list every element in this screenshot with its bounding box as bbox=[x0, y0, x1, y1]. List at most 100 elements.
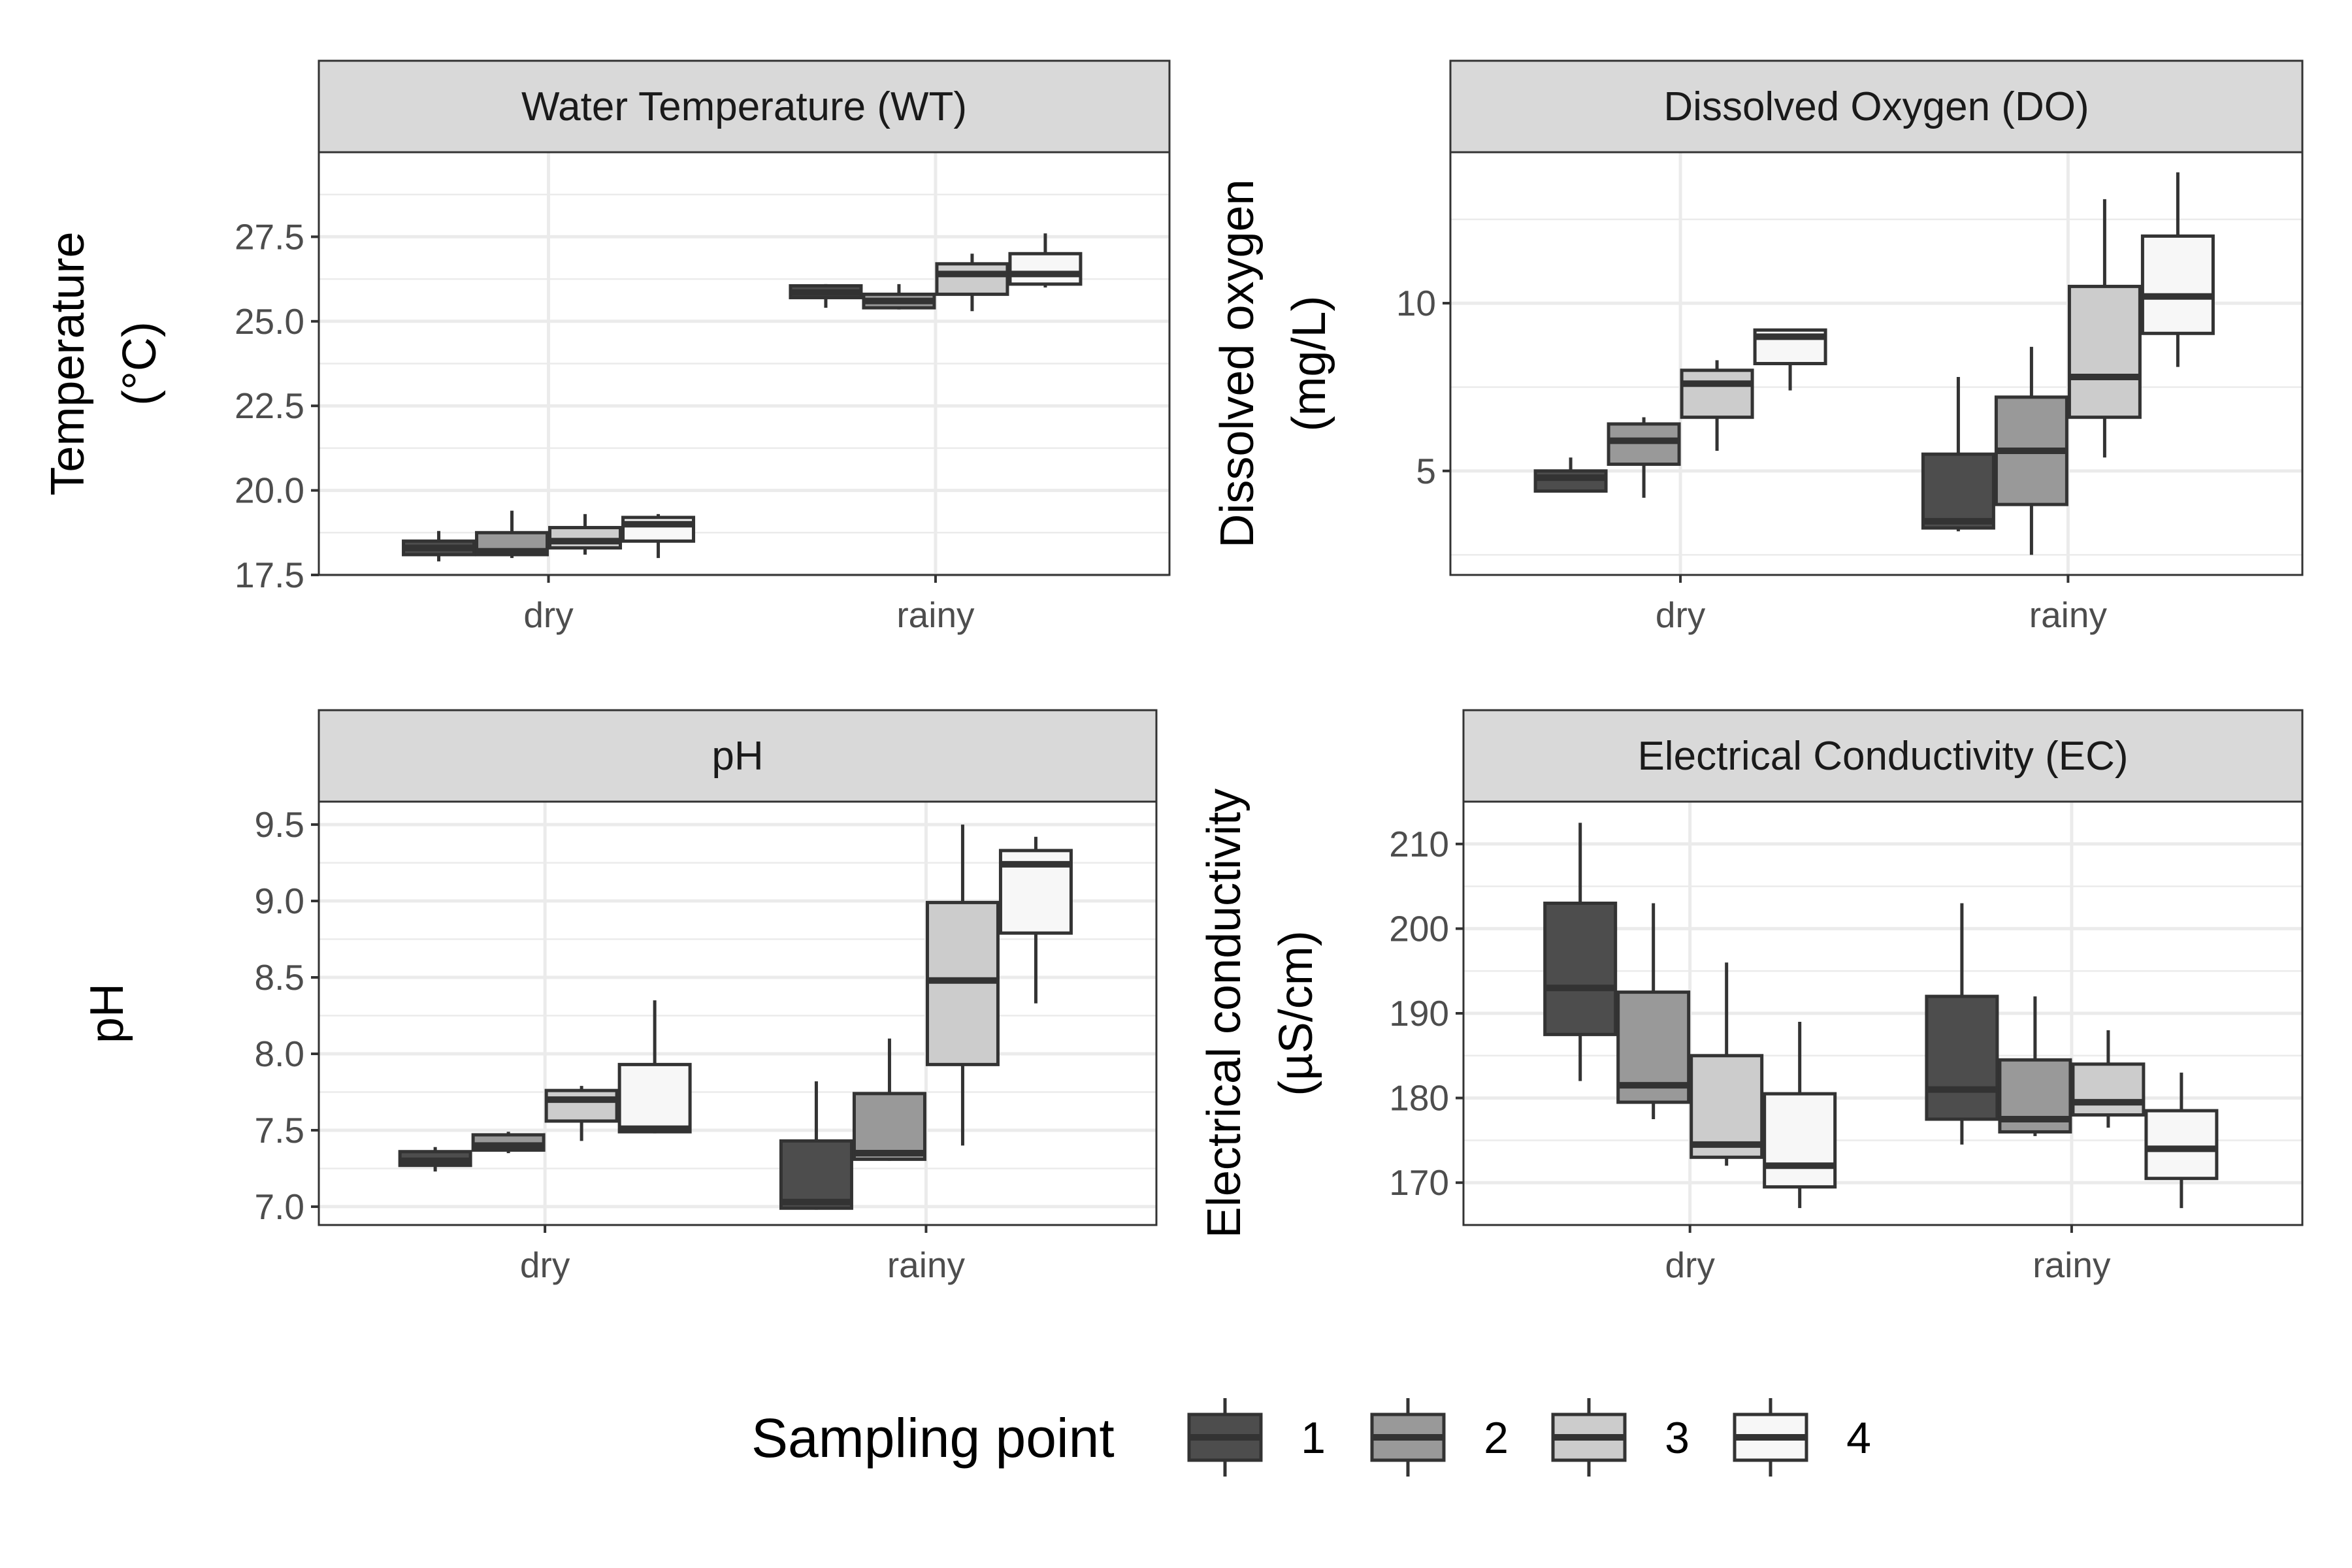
y-tick-label: 10 bbox=[1396, 283, 1436, 323]
box-point-4-rainy bbox=[998, 836, 1073, 1004]
box-point-3-rainy bbox=[925, 825, 1000, 1146]
box-point-2-dry bbox=[471, 1132, 546, 1154]
y-tick-label: 9.5 bbox=[255, 804, 304, 845]
y-tick-label: 170 bbox=[1389, 1162, 1449, 1203]
strip-background bbox=[318, 709, 1158, 803]
box-point-4-dry bbox=[617, 1000, 692, 1134]
legend-title: Sampling point bbox=[751, 1407, 1115, 1469]
box-point-3-dry bbox=[1680, 360, 1754, 451]
legend-key-2: 2 bbox=[1370, 1398, 1509, 1477]
box-iqr bbox=[1008, 252, 1083, 286]
y-axis-label: pH bbox=[81, 983, 133, 1043]
y-tick-label: 190 bbox=[1389, 993, 1449, 1034]
box-point-2-rainy bbox=[1994, 346, 2068, 555]
box-point-3-rainy bbox=[935, 253, 1009, 312]
y-axis-label: Dissolved oxygen bbox=[1211, 179, 1264, 547]
x-tick-label: dry bbox=[523, 595, 574, 635]
panel-water-temperature: Water Temperature (WT) 17.5 20.0 22.5 25.0 27… bbox=[42, 59, 1171, 635]
box-point-1-dry bbox=[1543, 823, 1618, 1081]
x-tick-label: rainy bbox=[2033, 1245, 2111, 1285]
box-point-1-dry bbox=[398, 1147, 472, 1172]
box-point-4-dry bbox=[1753, 328, 1827, 391]
box-iqr bbox=[617, 1062, 692, 1134]
legend: Sampling point 1 2 3 4 bbox=[751, 1398, 1871, 1477]
y-axis-label: Temperature bbox=[42, 231, 94, 495]
box-point-2-rainy bbox=[1998, 996, 2072, 1136]
y-axis-label: (°C) bbox=[114, 321, 166, 406]
box-point-2-dry bbox=[1616, 903, 1691, 1119]
box-iqr bbox=[1925, 994, 1999, 1121]
box-iqr bbox=[852, 1092, 926, 1161]
y-tick-label: 180 bbox=[1389, 1078, 1449, 1119]
y-axis-label: Electrical conductivity bbox=[1198, 789, 1250, 1238]
box-point-1-rainy bbox=[1921, 377, 1995, 532]
box-point-4-dry bbox=[621, 514, 696, 559]
y-tick-label: 22.5 bbox=[235, 385, 304, 426]
x-tick-label: rainy bbox=[887, 1245, 966, 1285]
box-point-3-dry bbox=[1690, 962, 1764, 1166]
box-point-3-dry bbox=[544, 1086, 619, 1141]
box-point-2-rainy bbox=[852, 1038, 926, 1161]
box-point-1-dry bbox=[1533, 457, 1608, 493]
legend-label: 3 bbox=[1665, 1413, 1690, 1463]
y-tick-label: 17.5 bbox=[235, 555, 304, 595]
strip-label: Dissolved Oxygen (DO) bbox=[1663, 84, 2089, 129]
y-tick-label: 210 bbox=[1389, 824, 1449, 864]
box-point-1-rainy bbox=[1925, 903, 1999, 1145]
strip-label: Electrical Conductivity (EC) bbox=[1637, 734, 2128, 779]
y-tick-label: 27.5 bbox=[235, 216, 304, 257]
box-iqr bbox=[935, 262, 1009, 296]
box-point-4-rainy bbox=[2140, 172, 2215, 367]
y-tick-label: 8.5 bbox=[255, 957, 304, 998]
y-tick-label: 25.0 bbox=[235, 301, 304, 342]
box-iqr bbox=[1607, 422, 1681, 466]
box-iqr bbox=[1543, 902, 1618, 1036]
y-tick-label: 5 bbox=[1416, 451, 1436, 491]
box-iqr bbox=[1690, 1054, 1764, 1159]
strip-label: pH bbox=[711, 734, 763, 779]
box-point-4-rainy bbox=[2144, 1072, 2219, 1209]
legend-label: 2 bbox=[1484, 1413, 1509, 1463]
y-axis-label: (mg/L) bbox=[1283, 295, 1335, 431]
box-iqr bbox=[548, 526, 623, 550]
box-point-1-rainy bbox=[779, 1081, 853, 1210]
box-point-2-dry bbox=[475, 510, 549, 559]
box-iqr bbox=[2067, 284, 2142, 419]
y-tick-label: 7.5 bbox=[255, 1110, 304, 1151]
x-tick-label: rainy bbox=[2029, 595, 2108, 635]
panel-electrical-conductivity: Electrical Conductivity (EC) 170 180 190 200… bbox=[1198, 709, 2304, 1285]
box-iqr bbox=[1680, 368, 1754, 419]
y-axis-label: (µS/cm) bbox=[1270, 930, 1322, 1096]
box-iqr bbox=[2144, 1109, 2219, 1181]
box-point-3-rainy bbox=[2071, 1030, 2146, 1128]
plot-background bbox=[1450, 152, 2302, 575]
box-iqr bbox=[1533, 469, 1608, 493]
legend-key-3: 3 bbox=[1551, 1398, 1690, 1477]
strip-background bbox=[1462, 709, 2304, 803]
box-iqr bbox=[1921, 452, 1995, 530]
box-point-2-dry bbox=[1607, 417, 1681, 498]
y-tick-label: 9.0 bbox=[255, 881, 304, 921]
x-tick-label: dry bbox=[1665, 1245, 1715, 1285]
panel-dissolved-oxygen: Dissolved Oxygen (DO) 5 10 dry rainy Dissolve… bbox=[1211, 59, 2304, 635]
box-point-2-rainy bbox=[862, 284, 936, 310]
legend-key-4: 4 bbox=[1733, 1398, 1871, 1477]
legend-key-1: 1 bbox=[1187, 1398, 1326, 1477]
box-point-3-dry bbox=[548, 514, 623, 555]
x-tick-label: dry bbox=[520, 1245, 570, 1285]
strip-label: Water Temperature (WT) bbox=[521, 84, 967, 129]
panel-ph: pH 7.0 7.5 8.0 8.5 9.0 9.5 dry rainy pH bbox=[81, 709, 1158, 1285]
box-point-1-rainy bbox=[789, 284, 863, 308]
box-point-1-dry bbox=[402, 531, 476, 562]
x-tick-label: rainy bbox=[896, 595, 975, 635]
legend-label: 4 bbox=[1846, 1413, 1871, 1463]
box-iqr bbox=[544, 1088, 619, 1123]
box-iqr bbox=[2071, 1062, 2146, 1117]
box-iqr bbox=[1763, 1092, 1837, 1189]
legend-label: 1 bbox=[1301, 1413, 1326, 1463]
box-iqr bbox=[2140, 234, 2215, 335]
box-point-4-rainy bbox=[1008, 233, 1083, 288]
y-tick-label: 20.0 bbox=[235, 470, 304, 511]
x-tick-label: dry bbox=[1656, 595, 1706, 635]
